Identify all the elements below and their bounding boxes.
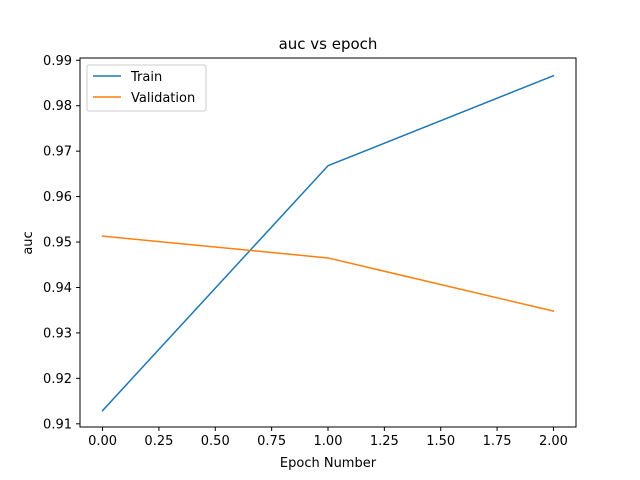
- y-tick-label: 0.93: [43, 326, 72, 341]
- y-axis-title: auc: [21, 231, 36, 254]
- x-axis-title: Epoch Number: [280, 456, 377, 471]
- x-tick-label: 1.75: [483, 434, 512, 449]
- x-tick-label: 1.00: [314, 434, 343, 449]
- series-lines: [101, 74, 555, 412]
- train-series-line: [101, 74, 555, 412]
- axes-frame: [79, 57, 577, 428]
- x-tick-label: 0.25: [144, 434, 173, 449]
- legend-validation-label: Validation: [131, 91, 195, 106]
- legend-train-label: Train: [130, 70, 162, 85]
- chart-title: auc vs epoch: [279, 35, 378, 53]
- y-tick-label: 0.99: [43, 54, 72, 69]
- y-tick-label: 0.97: [43, 145, 72, 160]
- x-tick-label: 0.75: [257, 434, 286, 449]
- y-tick-label: 0.96: [43, 190, 72, 205]
- x-tick-label: 2.00: [539, 434, 568, 449]
- y-tick-label: 0.94: [43, 281, 72, 296]
- x-axis-ticks: 0.00 0.25 0.50 0.75 1.00 1.25 1.50 1.75 2.00: [88, 427, 568, 449]
- x-tick-label: 1.50: [426, 434, 455, 449]
- y-tick-label: 0.95: [43, 236, 72, 251]
- y-tick-label: 0.91: [43, 417, 72, 432]
- y-tick-label: 0.98: [43, 99, 72, 114]
- validation-series-line: [101, 235, 555, 313]
- y-tick-label: 0.92: [43, 372, 72, 387]
- x-tick-label: 0.50: [201, 434, 230, 449]
- plot-area: 0.00 0.25 0.50 0.75 1.00 1.25 1.50 1.75 2.00 0.9…: [43, 54, 577, 449]
- x-tick-label: 0.00: [88, 434, 117, 449]
- legend: Train Validation: [86, 64, 207, 112]
- x-tick-label: 1.25: [370, 434, 399, 449]
- y-axis-ticks: 0.91 0.92 0.93 0.94 0.95 0.96 0.97 0.98 0.99: [43, 54, 80, 432]
